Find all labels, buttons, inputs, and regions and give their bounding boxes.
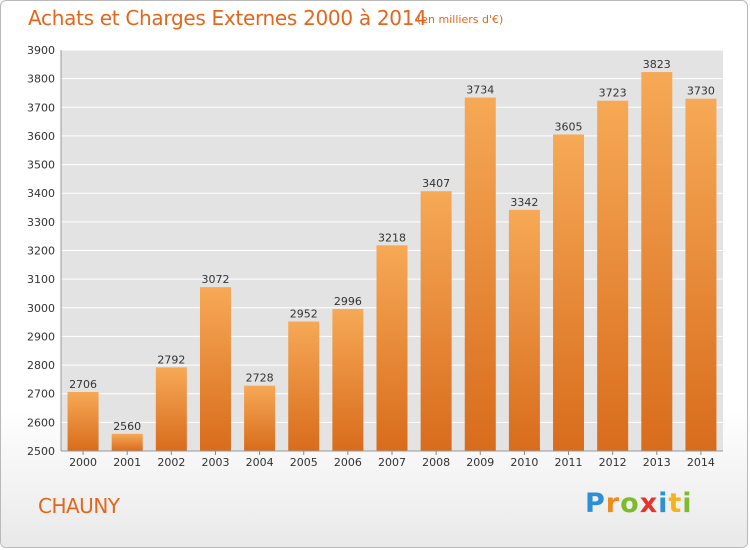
y-tick-label: 3800 [27, 73, 55, 86]
bar [155, 367, 187, 451]
bar [464, 97, 496, 451]
y-tick-label: 3300 [27, 216, 55, 229]
bar [199, 287, 231, 451]
chart-subtitle: (en milliers d'€) [417, 13, 504, 26]
x-tick-label: 2008 [422, 456, 450, 469]
x-tick-label: 2006 [334, 456, 362, 469]
x-tick-label: 2009 [466, 456, 494, 469]
y-tick-label: 3200 [27, 245, 55, 258]
y-tick-label: 3500 [27, 159, 55, 172]
data-label: 2728 [246, 372, 274, 385]
bar [67, 391, 99, 451]
data-label: 3407 [422, 177, 450, 190]
x-tick-label: 2000 [69, 456, 97, 469]
y-tick-label: 3600 [27, 130, 55, 143]
data-label: 2792 [157, 353, 185, 366]
x-tick-label: 2007 [378, 456, 406, 469]
x-tick-label: 2003 [201, 456, 229, 469]
bar [553, 134, 585, 451]
data-label: 3730 [687, 85, 715, 98]
y-tick-label: 2500 [27, 445, 55, 458]
y-tick-label: 3900 [27, 44, 55, 57]
data-label: 3218 [378, 231, 406, 244]
bar [111, 433, 143, 451]
data-label: 3605 [555, 120, 583, 133]
chart-title: Achats et Charges Externes 2000 à 2014 [28, 6, 427, 30]
x-tick-label: 2010 [510, 456, 538, 469]
y-tick-label: 2700 [27, 388, 55, 401]
data-label: 3723 [599, 87, 627, 100]
x-tick-label: 2011 [555, 456, 583, 469]
bar [685, 98, 717, 451]
y-tick-label: 2800 [27, 359, 55, 372]
y-tick-label: 2900 [27, 330, 55, 343]
x-tick-label: 2013 [643, 456, 671, 469]
data-label: 2560 [113, 420, 141, 433]
y-tick-label: 2600 [27, 416, 55, 429]
data-label: 3342 [510, 196, 538, 209]
data-label: 3072 [201, 273, 229, 286]
x-tick-label: 2004 [246, 456, 274, 469]
y-tick-label: 3000 [27, 302, 55, 315]
bar [641, 72, 673, 452]
y-tick-label: 3700 [27, 101, 55, 114]
x-tick-label: 2005 [290, 456, 318, 469]
data-label: 3734 [466, 84, 494, 97]
bar [332, 308, 364, 451]
bar [420, 191, 452, 451]
x-tick-label: 2014 [687, 456, 715, 469]
bar [597, 100, 629, 451]
bar [376, 245, 408, 451]
data-label: 2706 [69, 378, 97, 391]
city-name: CHAUNY [38, 494, 120, 518]
y-tick-label: 3400 [27, 187, 55, 200]
x-tick-label: 2001 [113, 456, 141, 469]
data-label: 3823 [643, 58, 671, 71]
data-label: 2996 [334, 295, 362, 308]
bar [288, 321, 320, 451]
x-tick-label: 2002 [157, 456, 185, 469]
x-tick-label: 2012 [599, 456, 627, 469]
data-label: 2952 [290, 308, 318, 321]
y-tick-label: 3100 [27, 273, 55, 286]
proxiti-logo: Proxiti [585, 488, 693, 519]
bar [508, 209, 540, 451]
bar [244, 385, 276, 451]
